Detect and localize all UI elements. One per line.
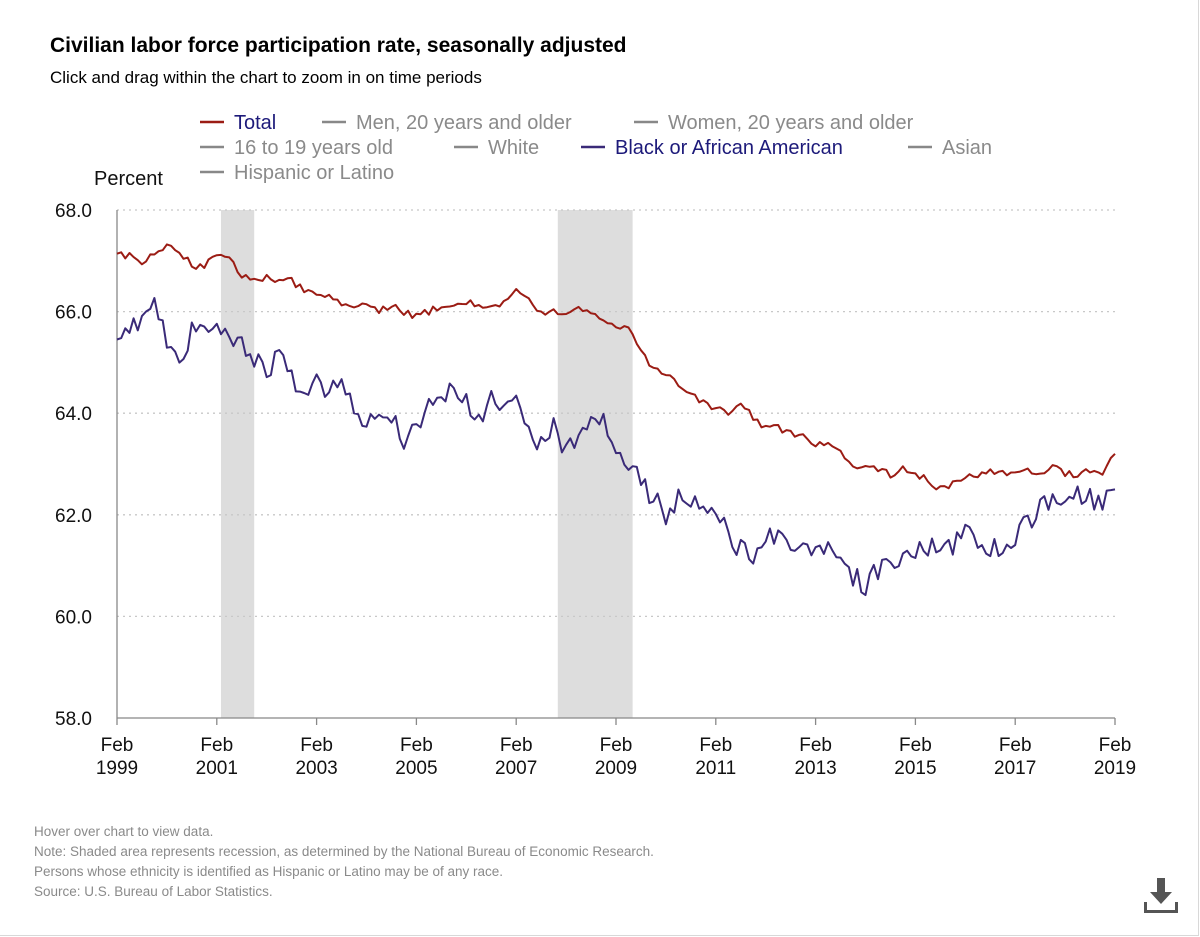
legend-item-black-or-african-american[interactable]: Black or African American [581, 137, 843, 159]
x-tick-label: Feb 1999 [96, 735, 138, 779]
x-tick-label: Feb 2009 [595, 735, 637, 779]
y-tick-label: 66.0 [55, 303, 92, 324]
legend-item-women-20-years-and-older[interactable]: Women, 20 years and older [634, 112, 914, 134]
legend-item-white[interactable]: White [454, 137, 539, 159]
legend-item-hispanic-or-latino[interactable]: Hispanic or Latino [200, 162, 394, 184]
legend-label: White [488, 137, 539, 159]
legend-label: Men, 20 years and older [356, 112, 572, 134]
x-tick-label: Feb 2019 [1094, 735, 1136, 779]
series-line-total [116, 243, 1116, 491]
series-line-black-or-african-american [116, 297, 1116, 597]
footnotes: Hover over chart to view data. Note: Sha… [34, 822, 654, 902]
legend-label: Asian [942, 137, 992, 159]
x-tick-label: Feb 2017 [994, 735, 1036, 779]
chart-title: Civilian labor force participation rate,… [50, 34, 627, 57]
x-tick-label: Feb 2005 [395, 735, 437, 779]
x-tick-label: Feb 2001 [196, 735, 238, 779]
footnote-source: Source: U.S. Bureau of Labor Statistics. [34, 884, 273, 899]
x-tick-label: Feb 2003 [295, 735, 337, 779]
footnote-recession: Note: Shaded area represents recession, … [34, 844, 654, 859]
chart-subtitle: Click and drag within the chart to zoom … [50, 68, 482, 87]
footnote-hover: Hover over chart to view data. [34, 824, 214, 839]
y-tick-label: 68.0 [55, 201, 92, 222]
legend-item-men-20-years-and-older[interactable]: Men, 20 years and older [322, 112, 572, 134]
legend-item-asian[interactable]: Asian [908, 137, 992, 159]
download-icon[interactable] [1142, 876, 1180, 916]
legend-label: 16 to 19 years old [234, 137, 393, 159]
x-tick-label: Feb 2015 [894, 735, 936, 779]
x-tick-label: Feb 2011 [695, 735, 736, 779]
legend-label: Total [234, 112, 276, 134]
y-tick-label: 62.0 [55, 506, 92, 527]
legend-label: Black or African American [615, 137, 843, 159]
y-tick-label: 58.0 [55, 709, 92, 730]
footnote-hispanic: Persons whose ethnicity is identified as… [34, 864, 503, 879]
legend-item-total[interactable]: Total [200, 112, 276, 134]
x-tick-label: Feb 2007 [495, 735, 537, 779]
legend-item-16-to-19-years-old[interactable]: 16 to 19 years old [200, 137, 393, 159]
legend-label: Women, 20 years and older [668, 112, 914, 134]
y-axis-label: Percent [94, 168, 163, 190]
y-tick-label: 64.0 [55, 404, 92, 425]
y-tick-label: 60.0 [55, 607, 92, 628]
chart-svg[interactable]: 68.0 66.0 64.0 62.0 60.0 58.0 Percent Feb 1999 Fe… [0, 0, 1200, 810]
recession-band-2 [557, 210, 633, 718]
x-tick-label: Feb 2013 [794, 735, 836, 779]
recession-band-1 [220, 210, 255, 718]
legend-label: Hispanic or Latino [234, 162, 394, 184]
